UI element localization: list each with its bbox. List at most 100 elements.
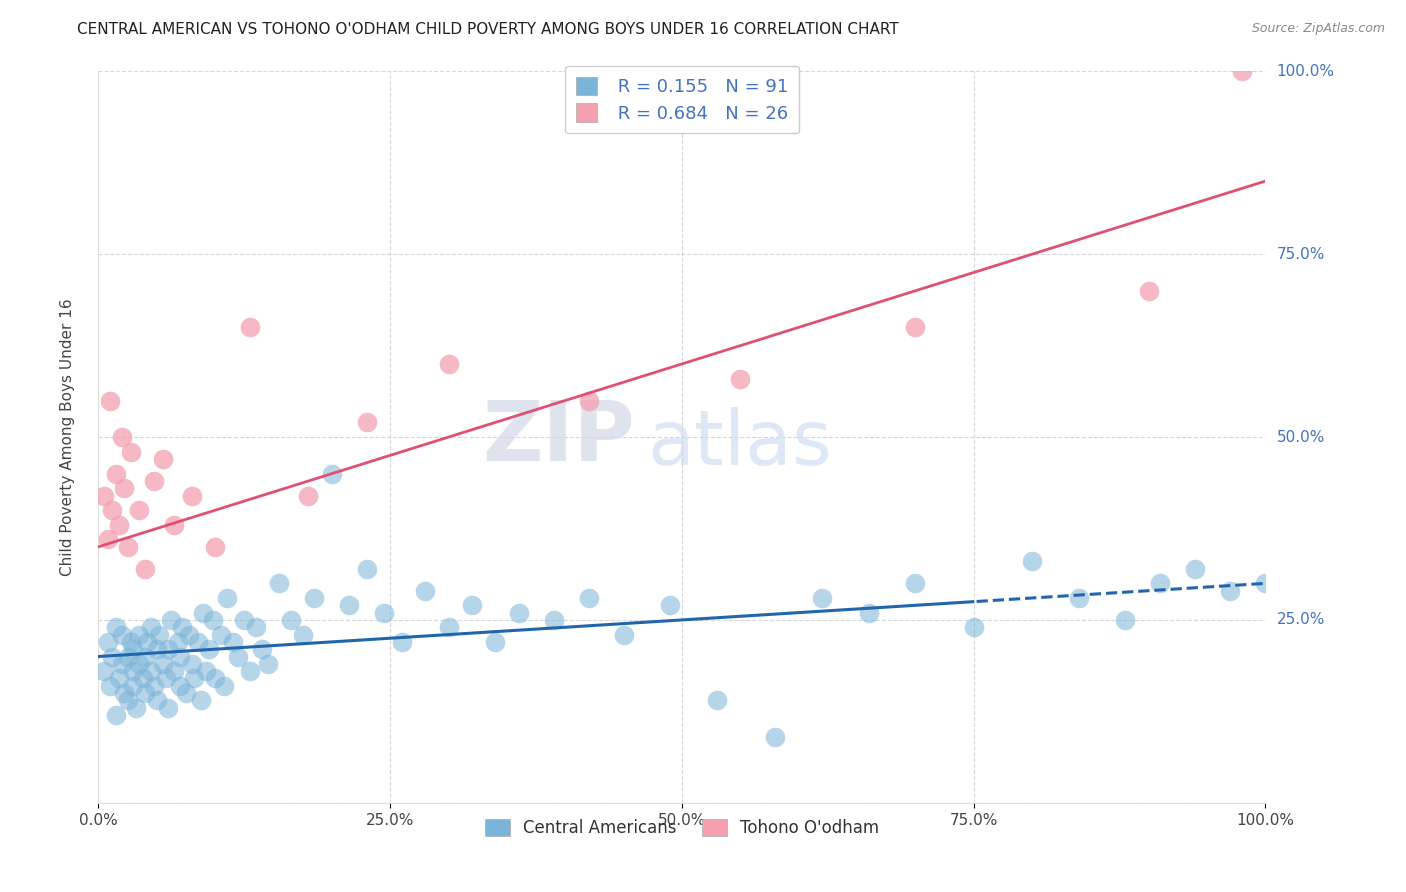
Point: [93, 489, 115, 503]
Point: [193, 606, 215, 620]
Point: [484, 635, 506, 649]
Point: [613, 627, 636, 641]
Point: [204, 540, 226, 554]
Point: [239, 664, 262, 678]
Point: [356, 416, 378, 430]
Point: [1219, 583, 1241, 598]
Point: [134, 686, 156, 700]
Legend: Central Americans, Tohono O'odham: Central Americans, Tohono O'odham: [477, 811, 887, 846]
Point: [373, 606, 395, 620]
Point: [180, 657, 202, 671]
Point: [143, 474, 166, 488]
Point: [437, 620, 460, 634]
Point: [143, 679, 166, 693]
Point: [180, 489, 202, 503]
Point: [128, 503, 150, 517]
Point: [962, 620, 984, 634]
Text: CENTRAL AMERICAN VS TOHONO O'ODHAM CHILD POVERTY AMONG BOYS UNDER 16 CORRELATION: CENTRAL AMERICAN VS TOHONO O'ODHAM CHILD…: [77, 22, 898, 37]
Point: [1149, 576, 1171, 591]
Point: [1254, 576, 1277, 591]
Point: [97, 533, 120, 547]
Point: [811, 591, 834, 605]
Point: [245, 620, 267, 634]
Y-axis label: Child Poverty Among Boys Under 16: Child Poverty Among Boys Under 16: [60, 298, 75, 576]
Text: ZIP: ZIP: [482, 397, 636, 477]
Point: [1067, 591, 1090, 605]
Point: [111, 430, 134, 444]
Point: [169, 649, 191, 664]
Point: [122, 664, 145, 678]
Point: [321, 467, 343, 481]
Point: [101, 503, 124, 517]
Point: [904, 320, 927, 334]
Text: atlas: atlas: [647, 408, 832, 482]
Text: 25.0%: 25.0%: [1277, 613, 1324, 627]
Point: [97, 635, 120, 649]
Point: [1184, 562, 1206, 576]
Point: [163, 517, 186, 532]
Point: [128, 627, 150, 641]
Point: [269, 576, 291, 591]
Point: [337, 599, 360, 613]
Point: [904, 576, 927, 591]
Point: [198, 642, 221, 657]
Point: [413, 583, 436, 598]
Point: [155, 672, 177, 686]
Text: 50.0%: 50.0%: [1277, 430, 1324, 444]
Point: [120, 444, 142, 458]
Point: [201, 613, 224, 627]
Text: 100.0%: 100.0%: [1277, 64, 1334, 78]
Point: [763, 730, 786, 744]
Point: [578, 591, 600, 605]
Point: [139, 620, 162, 634]
Point: [146, 642, 169, 657]
Point: [391, 635, 413, 649]
Point: [122, 679, 145, 693]
Point: [134, 562, 156, 576]
Point: [1230, 64, 1253, 78]
Point: [122, 642, 145, 657]
Point: [214, 679, 236, 693]
Point: [98, 393, 121, 408]
Point: [132, 672, 155, 686]
Point: [1021, 554, 1043, 568]
Point: [304, 591, 326, 605]
Point: [543, 613, 565, 627]
Point: [190, 693, 212, 707]
Point: [706, 693, 728, 707]
Point: [104, 467, 127, 481]
Point: [166, 635, 188, 649]
Point: [125, 700, 148, 714]
Point: [157, 700, 180, 714]
Point: [183, 672, 205, 686]
Point: [117, 693, 139, 707]
Point: [209, 627, 232, 641]
Point: [187, 635, 209, 649]
Point: [239, 320, 262, 334]
Point: [148, 627, 170, 641]
Point: [228, 649, 250, 664]
Point: [152, 452, 174, 467]
Point: [104, 620, 127, 634]
Point: [437, 357, 460, 371]
Point: [117, 649, 139, 664]
Point: [297, 489, 319, 503]
Point: [108, 672, 131, 686]
Point: [215, 591, 238, 605]
Point: [111, 627, 134, 641]
Point: [98, 679, 121, 693]
Point: [578, 393, 600, 408]
Point: [111, 657, 134, 671]
Point: [174, 686, 197, 700]
Point: [461, 599, 484, 613]
Point: [172, 620, 194, 634]
Point: [221, 635, 243, 649]
Point: [280, 613, 302, 627]
Point: [250, 642, 273, 657]
Point: [163, 664, 186, 678]
Point: [117, 540, 139, 554]
Point: [104, 708, 127, 723]
Point: [1114, 613, 1136, 627]
Point: [101, 649, 124, 664]
Point: [194, 664, 217, 678]
